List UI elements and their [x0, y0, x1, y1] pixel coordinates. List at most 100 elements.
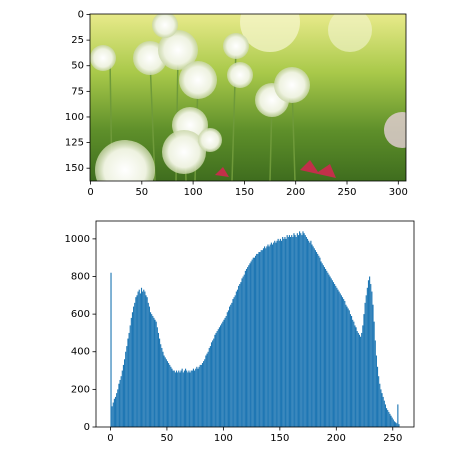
- bar: [362, 325, 364, 427]
- x-tick-label: 150: [235, 187, 254, 198]
- bar: [169, 364, 171, 427]
- bar: [192, 368, 195, 427]
- bar: [146, 297, 148, 427]
- bar: [294, 235, 296, 427]
- bar: [271, 244, 274, 427]
- bar: [356, 331, 358, 427]
- bar: [309, 242, 311, 427]
- y-tick-label: 100: [65, 112, 84, 123]
- bar: [200, 364, 202, 427]
- bar: [135, 297, 137, 427]
- y-tick-label: 25: [71, 35, 84, 46]
- bar: [285, 238, 287, 427]
- bar: [354, 325, 356, 427]
- bar: [111, 406, 113, 427]
- bar: [131, 312, 134, 427]
- bar: [206, 353, 208, 427]
- bar: [275, 242, 277, 427]
- bar: [320, 261, 322, 427]
- bar: [219, 325, 222, 427]
- bar: [348, 310, 350, 427]
- bar: [151, 314, 153, 427]
- bar: [207, 351, 209, 427]
- bar: [282, 236, 284, 427]
- bar: [136, 295, 138, 427]
- bar: [187, 372, 189, 427]
- y-tick-label: 0: [84, 422, 90, 433]
- bar: [390, 415, 392, 427]
- bar: [300, 233, 302, 427]
- bar: [210, 342, 213, 427]
- x-tick-label: 200: [327, 433, 346, 444]
- bar: [276, 240, 278, 427]
- bar: [249, 263, 251, 427]
- bar: [269, 244, 271, 427]
- bar: [374, 340, 376, 427]
- bar: [284, 236, 286, 427]
- bar: [221, 323, 223, 427]
- bar: [257, 253, 259, 427]
- bar: [312, 246, 314, 427]
- bar: [325, 268, 327, 427]
- bar: [157, 332, 160, 427]
- bar: [288, 235, 291, 427]
- y-tick-label: 600: [71, 309, 90, 320]
- bar: [330, 278, 332, 427]
- bar: [335, 285, 337, 427]
- bar: [398, 424, 400, 427]
- bar: [119, 379, 121, 427]
- bar: [174, 372, 176, 427]
- bar: [283, 238, 285, 427]
- bar: [149, 312, 152, 427]
- bar: [190, 370, 192, 427]
- bar: [191, 370, 193, 427]
- bar: [122, 364, 125, 427]
- bar: [338, 291, 340, 427]
- bar: [218, 327, 220, 427]
- bar: [270, 242, 272, 427]
- bar: [259, 252, 261, 427]
- bar: [332, 282, 335, 427]
- bar: [226, 312, 228, 427]
- bar: [153, 317, 155, 427]
- bar: [188, 370, 190, 427]
- bar: [250, 261, 252, 427]
- bar: [118, 383, 120, 427]
- bar: [268, 246, 270, 427]
- bar: [321, 263, 323, 427]
- bar: [293, 233, 295, 427]
- bar: [305, 236, 307, 427]
- bar: [240, 282, 242, 427]
- bar: [126, 346, 128, 427]
- bar: [248, 265, 250, 427]
- bar: [310, 240, 312, 427]
- bar: [264, 246, 266, 427]
- bar: [230, 304, 232, 427]
- bar: [318, 255, 320, 427]
- bar: [297, 235, 300, 427]
- bar: [209, 346, 211, 427]
- bar: [353, 321, 355, 427]
- bar: [369, 276, 371, 427]
- bar: [235, 291, 237, 427]
- bar: [296, 233, 298, 427]
- bar: [223, 319, 225, 427]
- bar: [352, 319, 354, 427]
- bar: [329, 276, 331, 427]
- bar: [360, 336, 362, 427]
- bar: [258, 252, 260, 427]
- bar: [243, 274, 245, 427]
- image-frame: [89, 13, 407, 182]
- bar: [319, 257, 321, 427]
- bar: [152, 316, 154, 427]
- bar: [156, 327, 158, 427]
- bar: [215, 332, 217, 427]
- bar: [379, 383, 381, 427]
- bar: [334, 284, 336, 427]
- bar: [370, 284, 372, 427]
- bar: [290, 236, 292, 427]
- bar: [256, 253, 258, 427]
- bar: [323, 267, 326, 427]
- x-tick-label: 50: [135, 187, 148, 198]
- bar: [196, 366, 198, 427]
